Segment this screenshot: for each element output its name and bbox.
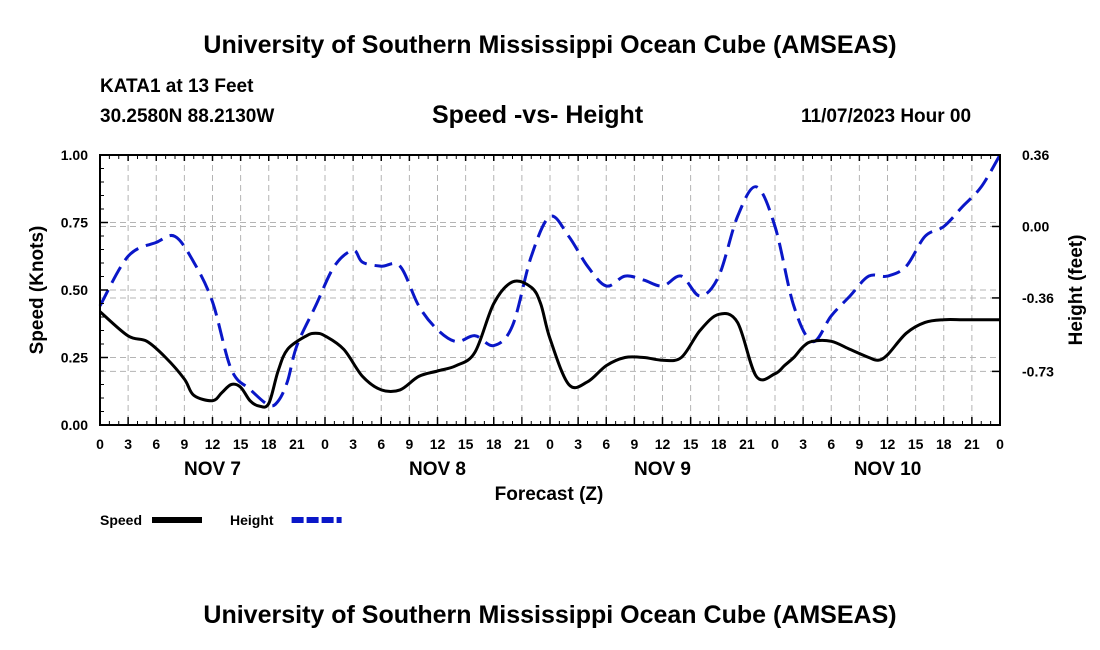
x-tick-label: 0 <box>96 436 104 452</box>
y2-tick-label: -0.73 <box>1022 363 1054 379</box>
y2-tick-label: -0.36 <box>1022 290 1054 306</box>
series-line-speed <box>99 279 1000 409</box>
y-tick-label: 0.00 <box>61 417 88 433</box>
x-tick-label: 12 <box>430 436 446 452</box>
x-tick-label: 9 <box>855 436 863 452</box>
station-coords: 30.2580N 88.2130W <box>100 106 275 127</box>
x-tick-label: 21 <box>739 436 755 452</box>
y-tick-label: 1.00 <box>61 147 88 163</box>
x-tick-label: 9 <box>180 436 188 452</box>
x-tick-label: 0 <box>771 436 779 452</box>
y-tick-label: 0.50 <box>61 282 88 298</box>
day-label: NOV 8 <box>409 459 466 480</box>
grid <box>100 154 1000 425</box>
x-tick-label: 6 <box>152 436 160 452</box>
x-tick-label: 21 <box>289 436 305 452</box>
legend-label-speed: Speed <box>100 512 142 528</box>
page-title-top: University of Southern Mississippi Ocean… <box>203 31 897 59</box>
day-label: NOV 7 <box>184 459 241 480</box>
axes: 0 3 6 9 12 15 18 21 0 3 6 9 12 15 18 21 0 3 6 9 12 15 18 21 0 3 6 9… <box>61 147 1054 480</box>
station-label: KATA1 at 13 Feet <box>100 76 254 97</box>
x-tick-label: 3 <box>574 436 582 452</box>
x-tick-label: 0 <box>546 436 554 452</box>
day-label: NOV 9 <box>634 459 691 480</box>
x-tick-label: 18 <box>261 436 277 452</box>
day-label: NOV 10 <box>854 459 922 480</box>
y-tick-label: 0.75 <box>61 215 88 231</box>
x-tick-label: 3 <box>124 436 132 452</box>
legend: Speed Height <box>100 512 342 528</box>
y2-tick-label: 0.00 <box>1022 218 1049 234</box>
x-tick-label: 9 <box>405 436 413 452</box>
series-layer <box>98 154 1002 409</box>
y2-axis-label: Height (feet) <box>1066 235 1087 346</box>
forecast-datetime: 11/07/2023 Hour 00 <box>801 106 972 127</box>
x-tick-label: 6 <box>602 436 610 452</box>
x-tick-label: 18 <box>711 436 727 452</box>
x-tick-label: 0 <box>321 436 329 452</box>
page-title-bottom: University of Southern Mississippi Ocean… <box>203 601 897 629</box>
x-tick-label: 0 <box>996 436 1004 452</box>
x-tick-label: 15 <box>233 436 249 452</box>
x-tick-label: 18 <box>486 436 502 452</box>
x-tick-label: 12 <box>880 436 896 452</box>
y2-tick-label: 0.36 <box>1022 147 1049 163</box>
y-axis-label: Speed (Knots) <box>27 226 48 355</box>
axis-labels: Forecast (Z) Speed (Knots) Height (feet) <box>27 226 1087 505</box>
x-tick-label: 15 <box>458 436 474 452</box>
x-tick-label: 9 <box>630 436 638 452</box>
x-tick-label: 18 <box>936 436 952 452</box>
chart-title: Speed -vs- Height <box>432 101 644 129</box>
x-tick-label: 15 <box>908 436 924 452</box>
x-tick-label: 12 <box>655 436 671 452</box>
legend-label-height: Height <box>230 512 274 528</box>
x-tick-label: 3 <box>799 436 807 452</box>
series-line-height <box>98 154 1002 408</box>
x-axis-label: Forecast (Z) <box>495 484 604 505</box>
x-tick-label: 6 <box>377 436 385 452</box>
y-tick-label: 0.25 <box>61 350 88 366</box>
x-tick-label: 12 <box>205 436 221 452</box>
x-tick-label: 21 <box>964 436 980 452</box>
x-tick-label: 3 <box>349 436 357 452</box>
x-tick-label: 21 <box>514 436 530 452</box>
x-tick-label: 6 <box>827 436 835 452</box>
x-tick-label: 15 <box>683 436 699 452</box>
